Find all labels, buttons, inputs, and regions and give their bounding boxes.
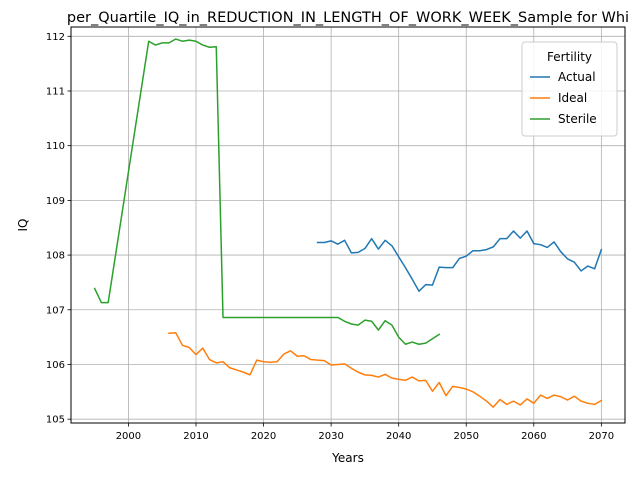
y-axis-label: IQ (16, 219, 30, 232)
x-tick-label: 2050 (454, 431, 479, 442)
x-tick-label: 2040 (386, 431, 411, 442)
legend-label-sterile: Sterile (558, 112, 597, 126)
series-line-actual (316, 230, 603, 292)
x-tick-label: 2060 (521, 431, 546, 442)
legend: Fertility Actual Ideal Sterile (521, 41, 618, 137)
x-tick-label: 2000 (116, 431, 141, 442)
y-tick-label: 107 (46, 305, 65, 316)
x-tick-label: 2010 (183, 431, 208, 442)
y-tick-label: 111 (46, 86, 65, 97)
y-tick-label: 109 (46, 196, 65, 207)
y-tick-label: 108 (46, 251, 65, 262)
x-tick-label: 2070 (589, 431, 614, 442)
chart-title: per_Quartile_IQ_in_REDUCTION_IN_LENGTH_O… (67, 10, 629, 26)
y-tick-label: 110 (46, 141, 65, 152)
y-axis: 105 106 107 108 109 110 111 112 (46, 32, 71, 426)
y-tick-label: 112 (46, 32, 65, 43)
x-tick-label: 2020 (251, 431, 276, 442)
x-axis-label: Years (331, 451, 364, 465)
plot-frame (70, 26, 626, 424)
legend-frame (521, 41, 618, 137)
x-axis: 2000 2010 2020 2030 2040 2050 2060 2070 (116, 423, 614, 442)
x-tick-label: 2030 (318, 431, 343, 442)
legend-label-actual: Actual (558, 70, 596, 84)
series-line-ideal (168, 332, 603, 408)
legend-label-ideal: Ideal (558, 91, 587, 105)
y-tick-label: 106 (46, 360, 65, 371)
series-line-sterile (93, 38, 441, 345)
y-tick-label: 105 (46, 415, 65, 426)
legend-title: Fertility (547, 50, 592, 64)
series-lines (93, 38, 603, 408)
